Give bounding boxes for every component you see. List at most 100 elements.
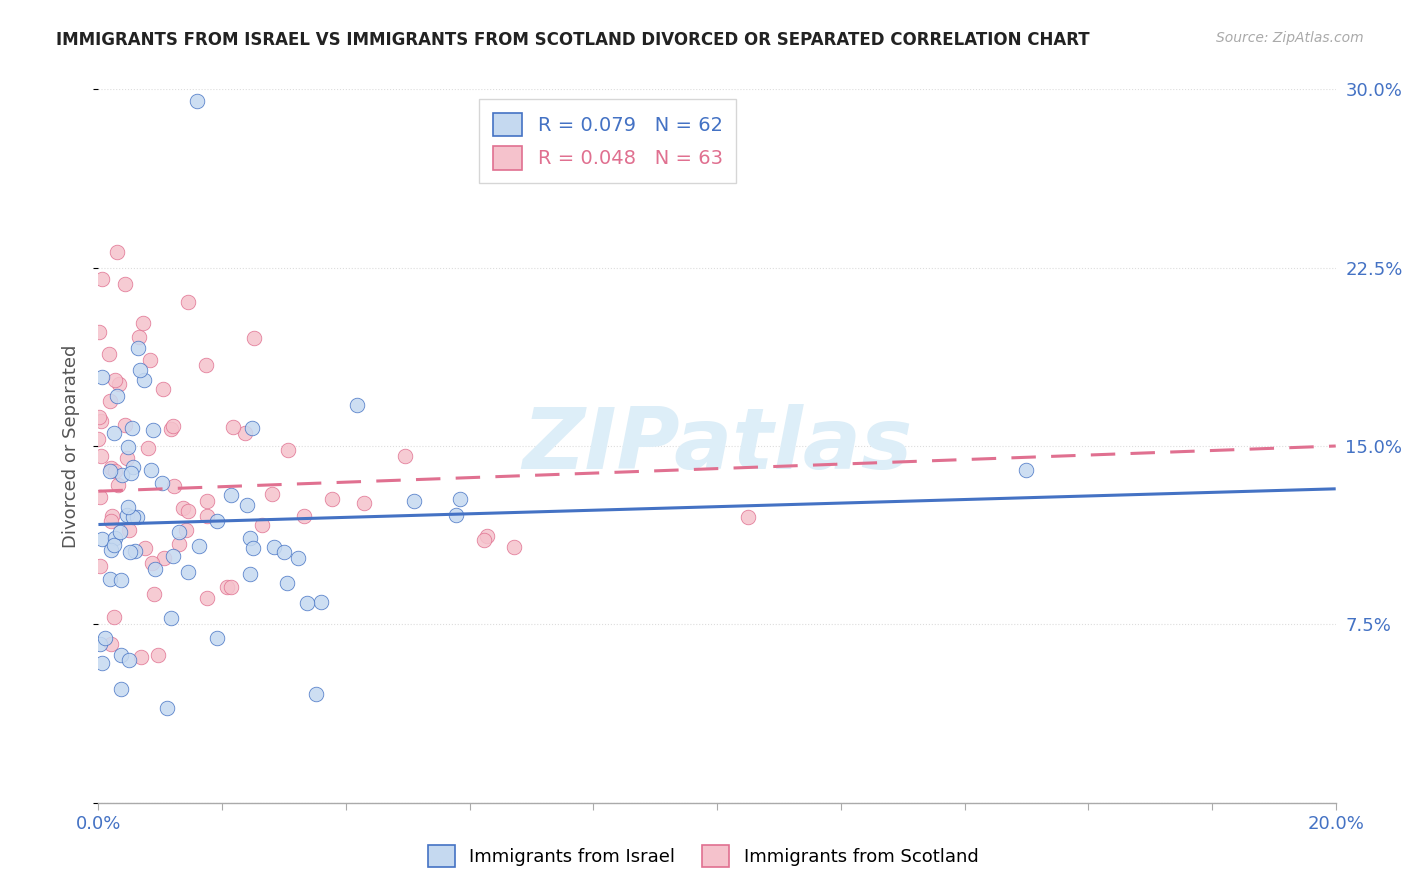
Immigrants from Israel: [91, 369, 114, 384]
Immigrants from Scotland: [172, 500, 194, 515]
Immigrants from Israel: [207, 632, 229, 646]
Immigrants from Scotland: [162, 418, 184, 433]
Immigrants from Scotland: [503, 540, 526, 554]
Immigrants from Scotland: [104, 464, 127, 478]
Immigrants from Scotland: [87, 432, 110, 446]
Immigrants from Israel: [276, 576, 298, 591]
Immigrants from Scotland: [250, 518, 273, 533]
Immigrants from Scotland: [472, 533, 495, 547]
Immigrants from Scotland: [134, 541, 156, 556]
Immigrants from Scotland: [105, 244, 128, 259]
Immigrants from Israel: [346, 398, 368, 412]
Immigrants from Scotland: [475, 529, 498, 543]
Immigrants from Israel: [121, 460, 143, 475]
Immigrants from Israel: [110, 573, 132, 587]
Immigrants from Israel: [127, 342, 149, 356]
Immigrants from Scotland: [177, 504, 200, 518]
Immigrants from Scotland: [394, 450, 416, 464]
Immigrants from Israel: [118, 652, 141, 666]
Immigrants from Scotland: [104, 373, 127, 387]
Immigrants from Scotland: [292, 508, 315, 523]
Immigrants from Scotland: [98, 347, 121, 361]
Immigrants from Scotland: [115, 451, 138, 466]
Immigrants from Israel: [104, 531, 127, 545]
Immigrants from Israel: [287, 550, 309, 565]
Immigrants from Scotland: [195, 591, 218, 605]
Immigrants from Scotland: [90, 449, 112, 463]
Immigrants from Israel: [121, 510, 143, 524]
Immigrants from Israel: [242, 541, 264, 555]
Text: ZIPatlas: ZIPatlas: [522, 404, 912, 488]
Immigrants from Scotland: [118, 523, 141, 537]
Immigrants from Scotland: [160, 422, 183, 436]
Immigrants from Israel: [98, 464, 121, 478]
Immigrants from Israel: [150, 476, 173, 491]
Immigrants from Israel: [108, 525, 131, 540]
Immigrants from Scotland: [89, 490, 111, 504]
Legend: Immigrants from Israel, Immigrants from Scotland: Immigrants from Israel, Immigrants from …: [420, 838, 986, 874]
Immigrants from Scotland: [152, 550, 174, 565]
Immigrants from Scotland: [132, 317, 155, 331]
Immigrants from Israel: [132, 373, 155, 387]
Immigrants from Israel: [94, 631, 117, 645]
Immigrants from Scotland: [128, 330, 150, 344]
Immigrants from Israel: [124, 544, 146, 558]
Immigrants from Israel: [103, 425, 125, 440]
Immigrants from Scotland: [167, 537, 190, 551]
Immigrants from Israel: [295, 596, 318, 610]
Immigrants from Scotland: [100, 637, 122, 651]
Immigrants from Israel: [117, 500, 139, 514]
Immigrants from Israel: [205, 514, 228, 528]
Immigrants from Scotland: [136, 441, 159, 455]
Immigrants from Scotland: [195, 509, 218, 524]
Immigrants from Israel: [167, 524, 190, 539]
Immigrants from Israel: [120, 466, 142, 480]
Immigrants from Scotland: [90, 414, 112, 428]
Immigrants from Israel: [162, 549, 184, 563]
Immigrants from Scotland: [217, 580, 239, 594]
Immigrants from Israel: [90, 532, 112, 546]
Immigrants from Israel: [188, 539, 211, 553]
Immigrants from Israel: [305, 687, 328, 701]
Immigrants from Scotland: [233, 426, 256, 441]
Immigrants from Scotland: [277, 443, 299, 458]
Immigrants from Scotland: [114, 417, 136, 432]
Immigrants from Israel: [89, 637, 111, 651]
Immigrants from Israel: [239, 531, 262, 545]
Immigrants from Scotland: [139, 352, 162, 367]
Immigrants from Scotland: [219, 580, 242, 594]
Immigrants from Israel: [160, 610, 183, 624]
Immigrants from Scotland: [87, 409, 110, 424]
Immigrants from Israel: [115, 508, 138, 522]
Immigrants from Scotland: [90, 272, 112, 286]
Immigrants from Scotland: [107, 477, 129, 491]
Immigrants from Scotland: [101, 508, 124, 523]
Immigrants from Scotland: [131, 650, 153, 665]
Immigrants from Scotland: [737, 510, 759, 524]
Immigrants from Israel: [121, 421, 143, 435]
Immigrants from Israel: [141, 463, 163, 477]
Immigrants from Israel: [117, 441, 139, 455]
Immigrants from Israel: [273, 545, 295, 559]
Immigrants from Israel: [309, 595, 332, 609]
Immigrants from Israel: [125, 510, 148, 524]
Immigrants from Israel: [129, 363, 152, 377]
Immigrants from Scotland: [100, 461, 122, 475]
Immigrants from Scotland: [353, 495, 375, 509]
Immigrants from Scotland: [163, 479, 186, 493]
Immigrants from Israel: [156, 701, 179, 715]
Immigrants from Israel: [91, 657, 114, 671]
Y-axis label: Divorced or Separated: Divorced or Separated: [62, 344, 80, 548]
Text: Source: ZipAtlas.com: Source: ZipAtlas.com: [1216, 31, 1364, 45]
Immigrants from Israel: [143, 562, 166, 576]
Immigrants from Scotland: [152, 383, 174, 397]
Immigrants from Israel: [186, 94, 208, 108]
Immigrants from Scotland: [141, 557, 163, 571]
Immigrants from Israel: [98, 572, 121, 586]
Immigrants from Scotland: [321, 491, 343, 506]
Immigrants from Scotland: [146, 648, 169, 662]
Immigrants from Scotland: [174, 523, 197, 537]
Legend: R = 0.079   N = 62, R = 0.048   N = 63: R = 0.079 N = 62, R = 0.048 N = 63: [479, 99, 737, 184]
Immigrants from Scotland: [98, 394, 121, 409]
Immigrants from Scotland: [107, 376, 129, 391]
